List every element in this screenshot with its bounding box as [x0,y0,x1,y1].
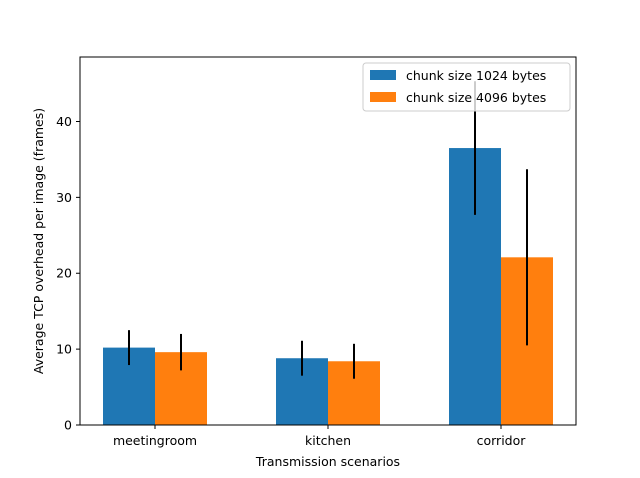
y-tick-label: 10 [56,342,72,357]
legend-frame [362,62,571,112]
x-axis-label: Transmission scenarios [255,454,400,469]
legend-label-1024: chunk size 1024 bytes [406,68,546,83]
legend: chunk size 1024 bytes chunk size 4096 by… [362,62,571,112]
y-tick-label: 20 [56,266,72,281]
x-tick-label-corridor: corridor [477,433,527,448]
y-tick-label: 30 [56,190,72,205]
y-axis-label: Average TCP overhead per image (frames) [31,108,46,374]
x-tick-label-kitchen: kitchen [305,433,351,448]
legend-swatch-4096 [370,92,396,102]
bars-group [103,148,553,425]
legend-label-4096: chunk size 4096 bytes [406,90,546,105]
y-tick-label: 40 [56,114,72,129]
x-tick-label-meetingroom: meetingroom [113,433,197,448]
legend-swatch-1024 [370,70,396,80]
x-axis-ticks: meetingroom kitchen corridor [113,425,526,448]
y-tick-label: 0 [64,418,72,433]
y-axis-ticks: 0 10 20 30 40 [56,114,80,433]
